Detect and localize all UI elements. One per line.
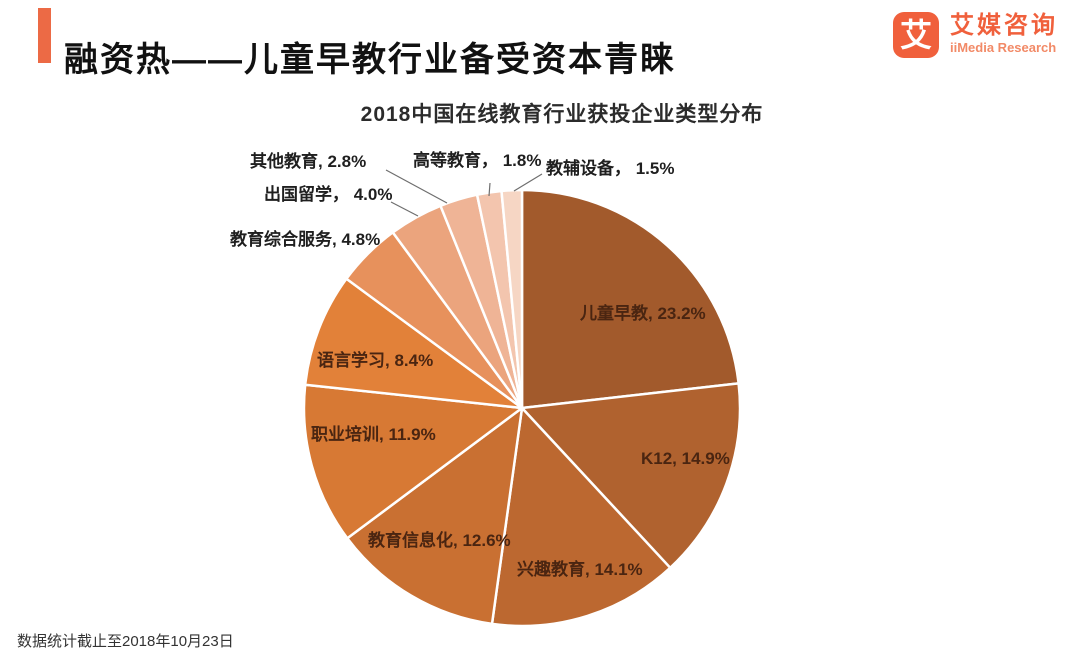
slice-label: 职业培训, 11.9% <box>311 425 436 444</box>
pie-slice <box>302 383 524 540</box>
iimedia-logo-icon: 艾 <box>893 12 939 58</box>
logo-name-en: iiMedia Research <box>950 40 1057 55</box>
leader-line <box>488 182 491 197</box>
pie-slice <box>520 382 742 570</box>
slice-label: 语言学习, 8.4% <box>317 351 434 370</box>
iimedia-logo: 艾 艾媒咨询 iiMedia Research <box>893 12 1058 58</box>
slice-label: 其他教育, 2.8% <box>250 152 367 171</box>
pie-slice <box>520 188 740 410</box>
slice-label: 出国留学， 4.0% <box>264 185 393 204</box>
slice-label: 儿童早教, 23.2% <box>580 304 706 323</box>
logo-name-cn: 艾媒咨询 <box>950 12 1058 39</box>
slice-label: 教育综合服务, 4.8% <box>230 230 381 249</box>
logo-text: 艾媒咨询 iiMedia Research <box>950 12 1058 56</box>
leader-line <box>513 173 543 192</box>
title-accent-bar <box>38 8 51 63</box>
page-title: 融资热——儿童早教行业备受资本青睐 <box>64 40 676 79</box>
pie-slice <box>346 406 524 626</box>
slice-label: 兴趣教育, 14.1% <box>517 560 643 579</box>
leader-line <box>385 169 448 204</box>
slice-label: 教育信息化, 12.6% <box>368 531 511 550</box>
chart-title: 2018中国在线教育行业获投企业类型分布 <box>360 103 764 126</box>
pie-slice <box>500 188 524 410</box>
pie-slice <box>303 277 524 410</box>
data-note: 数据统计截止至2018年10月23日 <box>17 633 234 650</box>
slice-label: 高等教育， 1.8% <box>413 151 542 170</box>
pie-slice <box>490 406 672 628</box>
slice-label: K12, 14.9% <box>641 449 730 468</box>
slice-label: 教辅设备， 1.5% <box>546 159 675 178</box>
leader-line <box>390 201 419 217</box>
